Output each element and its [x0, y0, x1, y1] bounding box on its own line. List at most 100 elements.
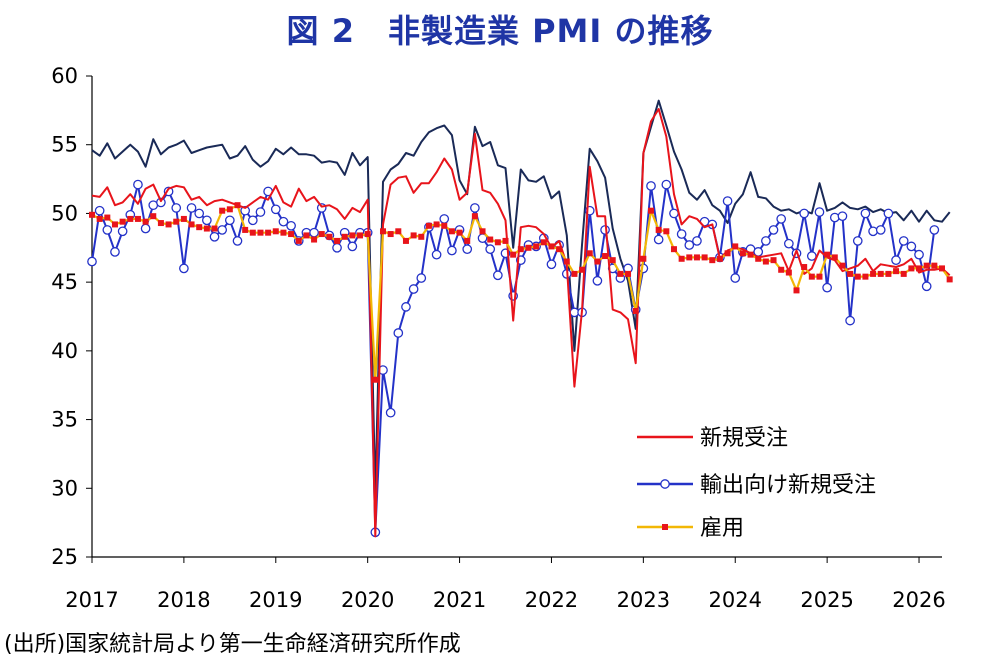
data-point-employment — [203, 225, 210, 232]
data-point-export_orders — [408, 284, 419, 294]
data-point-employment — [778, 266, 785, 273]
data-point-export_orders — [845, 315, 855, 326]
data-point-employment — [900, 270, 907, 277]
data-point-employment — [487, 236, 494, 243]
data-point-employment — [946, 276, 953, 283]
y-tick-label: 25 — [51, 545, 78, 569]
data-point-employment — [448, 228, 455, 235]
data-point-employment — [839, 262, 846, 269]
data-point-employment — [211, 225, 218, 232]
y-tick-label: 35 — [51, 408, 78, 432]
data-point-employment — [931, 262, 938, 269]
data-point-export_orders — [730, 273, 741, 283]
data-point-export_orders — [799, 208, 810, 219]
data-point-employment — [747, 251, 754, 258]
y-tick-label: 60 — [51, 64, 78, 88]
data-point-export_orders — [875, 225, 886, 235]
data-point-employment — [693, 254, 700, 261]
data-point-export_orders — [286, 220, 296, 231]
data-point-export_orders — [814, 207, 825, 217]
data-point-export_orders — [217, 225, 228, 235]
x-tick-label: 2024 — [709, 588, 762, 612]
data-point-export_orders — [247, 215, 258, 226]
data-point-export_orders — [316, 203, 327, 213]
y-tick-label: 40 — [51, 339, 78, 363]
data-point-employment — [402, 237, 409, 244]
data-point-employment — [425, 222, 432, 229]
x-tick-label: 2021 — [433, 588, 486, 612]
data-point-export_orders — [309, 227, 319, 238]
data-point-export_orders — [470, 203, 480, 213]
data-point-employment — [655, 226, 662, 233]
data-point-employment — [724, 250, 731, 257]
data-point-employment — [831, 254, 838, 261]
data-point-employment — [295, 237, 302, 244]
data-point-employment — [571, 270, 578, 277]
data-point-export_orders — [240, 205, 251, 216]
data-point-employment — [494, 239, 501, 246]
data-point-employment — [701, 254, 708, 261]
data-point-employment — [364, 231, 371, 238]
data-point-export_orders — [110, 247, 120, 257]
data-point-employment — [379, 228, 386, 235]
chart-title: 図 2 非製造業 PMI の推移 — [286, 12, 714, 50]
data-point-employment — [908, 265, 915, 272]
series-line-business_activity — [91, 99, 951, 495]
data-point-employment — [525, 244, 532, 251]
legend-label-employment: 雇用 — [700, 516, 744, 541]
data-point-employment — [533, 243, 540, 250]
data-point-export_orders — [156, 197, 166, 208]
data-point-employment — [249, 229, 256, 236]
y-tick-label: 50 — [51, 201, 78, 225]
data-point-export_orders — [883, 208, 894, 219]
data-point-employment — [877, 270, 884, 277]
data-point-employment — [341, 233, 348, 240]
data-point-employment — [732, 243, 739, 250]
data-point-employment — [89, 211, 95, 218]
data-point-employment — [456, 229, 463, 236]
data-point-export_orders — [783, 238, 794, 249]
data-point-export_orders — [906, 241, 917, 252]
source-note: (出所)国家統計局より第一生命経済研究所作成 — [4, 632, 461, 657]
data-point-export_orders — [891, 255, 901, 266]
data-point-employment — [196, 224, 203, 231]
data-point-employment — [173, 218, 180, 225]
data-point-export_orders — [332, 242, 342, 253]
data-point-export_orders — [209, 231, 220, 242]
data-point-employment — [663, 228, 670, 235]
data-point-export_orders — [822, 282, 832, 293]
data-point-export_orders — [661, 179, 672, 190]
data-point-export_orders — [416, 273, 427, 283]
legend-label-new_orders: 新規受注 — [700, 426, 788, 451]
data-point-export_orders — [669, 208, 679, 219]
chart-axes: 25 30 35 40 45 50 55 60 2017 2018 2019 2020 2021 2022… — [51, 64, 945, 612]
data-point-employment — [739, 250, 746, 257]
data-point-export_orders — [485, 244, 496, 255]
data-point-export_orders — [133, 179, 143, 190]
data-point-employment — [716, 255, 723, 262]
x-tick-label: 2020 — [341, 588, 394, 612]
legend-marker-export_orders — [660, 479, 670, 489]
data-point-employment — [824, 251, 831, 258]
data-point-employment — [219, 207, 226, 214]
data-point-employment — [502, 237, 509, 244]
data-point-employment — [272, 228, 279, 235]
data-point-export_orders — [278, 216, 289, 227]
data-point-employment — [418, 233, 425, 240]
x-tick-label: 2025 — [800, 588, 853, 612]
data-point-employment — [318, 231, 325, 238]
data-point-employment — [96, 215, 103, 222]
data-point-employment — [801, 264, 808, 271]
data-point-employment — [242, 226, 249, 233]
series-business_activity — [91, 99, 951, 495]
data-point-employment — [617, 270, 624, 277]
data-point-employment — [234, 202, 241, 209]
data-point-employment — [625, 270, 632, 277]
data-point-employment — [326, 233, 333, 240]
y-tick-label: 30 — [51, 476, 78, 500]
data-point-export_orders — [722, 196, 733, 206]
data-point-employment — [648, 207, 655, 214]
series-employment — [89, 202, 953, 383]
data-point-employment — [387, 231, 394, 238]
data-point-employment — [395, 228, 402, 235]
